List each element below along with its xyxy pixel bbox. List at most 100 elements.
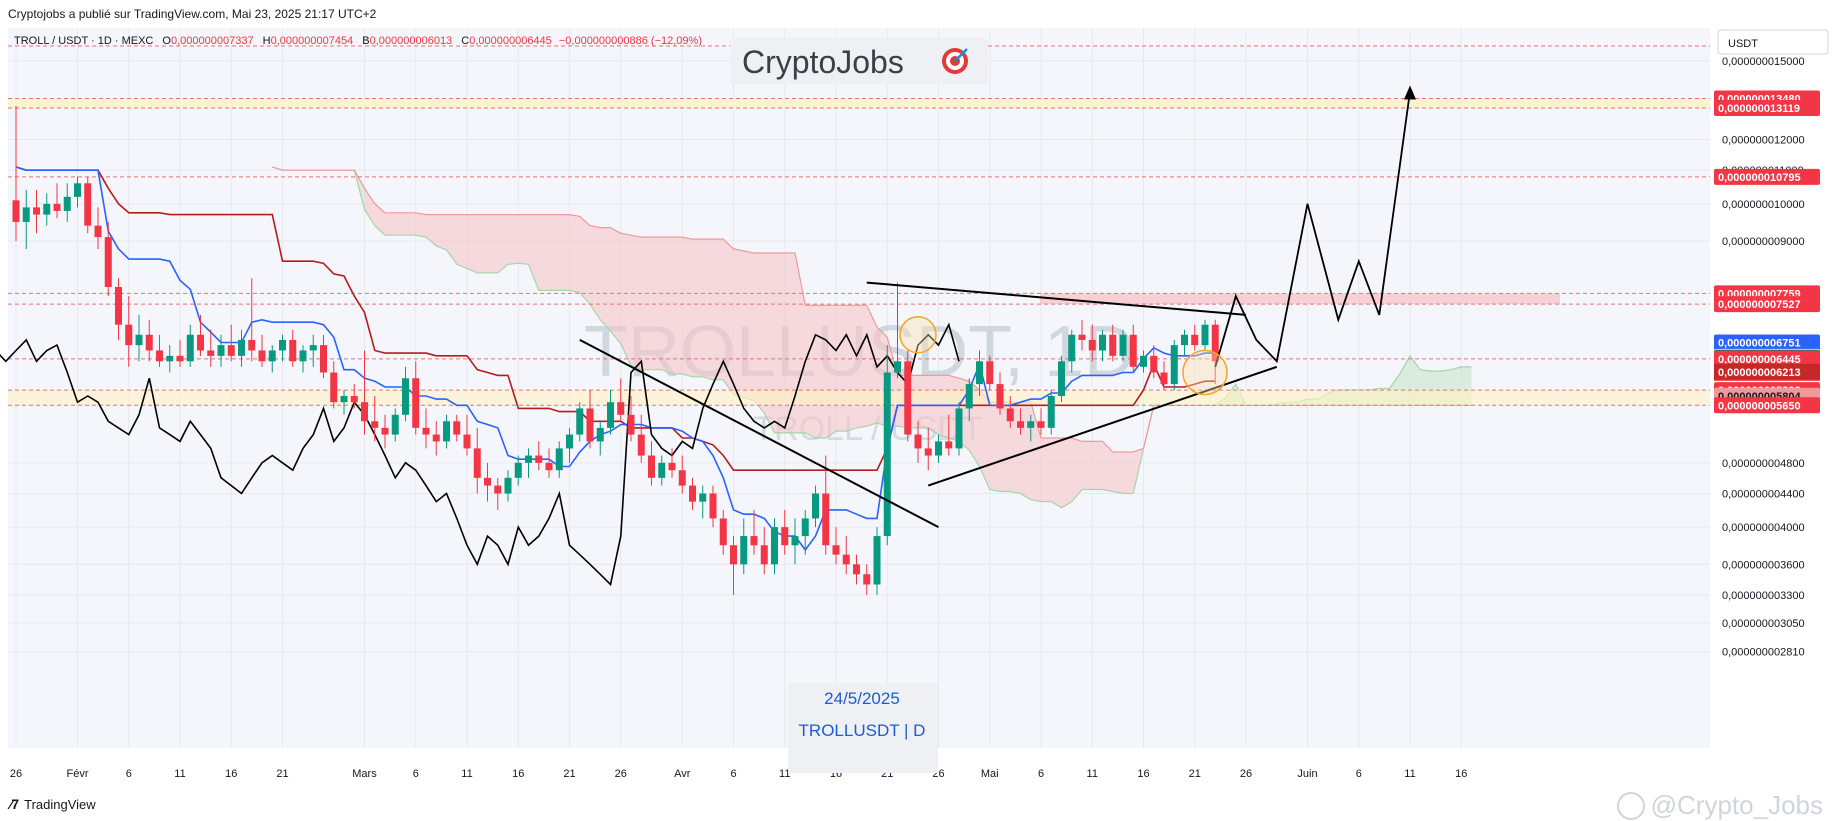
- cloud-segment: [733, 248, 744, 398]
- legend-o-label: O: [162, 35, 171, 47]
- candle-body: [350, 396, 358, 403]
- candle-body: [176, 355, 184, 362]
- candle-body: [699, 493, 707, 502]
- cloud-segment: [415, 212, 426, 238]
- candle-body: [514, 462, 522, 478]
- cloud-segment: [1051, 437, 1062, 508]
- legend-c-label: C: [461, 35, 469, 47]
- cloud-segment: [364, 188, 375, 226]
- candle-body: [1099, 334, 1106, 351]
- annotation-date: 24/5/2025: [824, 689, 900, 708]
- target-icon: [942, 48, 968, 74]
- cloud-segment: [1000, 402, 1011, 492]
- candle-body: [94, 225, 102, 238]
- candle-body: [238, 339, 245, 356]
- candles[interactable]: [12, 105, 1219, 596]
- candle-body: [1140, 355, 1147, 367]
- time-tick-label: 21: [563, 768, 575, 780]
- resistance-zone: [8, 98, 1710, 109]
- candle-body: [53, 203, 61, 211]
- candle-body: [1201, 324, 1209, 346]
- candle-body: [135, 334, 143, 346]
- candle-body: [781, 527, 789, 546]
- cloud-segment: [395, 212, 406, 236]
- candle-body: [976, 361, 983, 385]
- price-tag: [1714, 334, 1820, 351]
- candle-body: [709, 493, 717, 519]
- time-tick-label: Avr: [674, 768, 691, 780]
- candle-body: [904, 361, 912, 435]
- cloud-segment: [723, 239, 734, 395]
- candle-body: [1037, 421, 1045, 428]
- candle-body: [1088, 339, 1096, 351]
- candle-body: [84, 183, 92, 226]
- horizontal-zones: [8, 45, 1710, 406]
- resistance-zone-2: [1040, 293, 1560, 305]
- cloud-segment: [1092, 441, 1103, 490]
- candle-body: [576, 408, 584, 435]
- candle-body: [535, 455, 543, 463]
- cloud-segment: [1071, 437, 1082, 502]
- author-watermark: @Crypto_Jobs: [1616, 790, 1823, 821]
- tradingview-logo[interactable]: ⁄7 TradingView: [10, 796, 96, 812]
- price-tick-label: 0,000000004000: [1722, 522, 1805, 534]
- candle-body: [1129, 334, 1137, 367]
- price-tag-label: 0,000000013119: [1718, 103, 1800, 115]
- currency-button[interactable]: USDT: [1717, 29, 1829, 55]
- cloud-segment: [1041, 437, 1052, 502]
- legend-open: 0,000000007337: [171, 35, 254, 47]
- candle-body: [1006, 408, 1014, 422]
- candle-body: [197, 334, 204, 351]
- candle-body: [156, 350, 163, 362]
- candle-body: [1068, 334, 1076, 362]
- published-info: Cryptojobs a publié sur TradingView.com,…: [8, 7, 377, 21]
- tenkan-sen-line: [15, 166, 1216, 552]
- watermark-label: @Crypto_Jobs: [1650, 790, 1823, 820]
- candle-body: [340, 396, 348, 403]
- chart-area[interactable]: TROLLUSDT, 1D TROLL / USDT 0,00000001500…: [0, 28, 1835, 788]
- price-tick-label: 0,000000002810: [1722, 647, 1805, 659]
- candle-body: [453, 421, 461, 435]
- cloud-segment: [631, 235, 642, 370]
- highlight-circle: [899, 316, 937, 354]
- candle-body: [402, 378, 409, 415]
- time-tick-label: 6: [413, 768, 419, 780]
- price-tag: [1714, 350, 1820, 367]
- candle-body: [648, 455, 655, 478]
- cloud-segment: [641, 237, 652, 370]
- candle-body: [443, 421, 450, 442]
- candle-body: [1170, 345, 1178, 385]
- candle-body: [1078, 334, 1086, 340]
- watermark-icon: [1616, 791, 1645, 820]
- time-tick-label: Juin: [1297, 768, 1317, 780]
- candle-body: [473, 448, 481, 478]
- price-chart[interactable]: TROLLUSDT, 1D TROLL / USDT 0,00000001500…: [0, 28, 1835, 788]
- candle-body: [484, 477, 491, 486]
- candle-body: [873, 536, 881, 585]
- candle-body: [1027, 421, 1035, 428]
- cloud-segment: [487, 214, 498, 273]
- time-tick-label: 16: [512, 768, 524, 780]
- candle-body: [330, 372, 338, 403]
- cloud-segment: [661, 237, 672, 374]
- price-axis[interactable]: 0,0000000150000,0000000120000,0000000110…: [1710, 28, 1835, 748]
- candle-body: [914, 434, 922, 449]
- candle-body: [361, 402, 368, 422]
- candle-body: [555, 448, 563, 471]
- candle-body: [812, 493, 819, 519]
- candle-body: [935, 441, 942, 456]
- tradingview-logo-label: TradingView: [24, 796, 96, 812]
- price-tag-label: 0,000000006213: [1718, 367, 1801, 379]
- candle-body: [955, 408, 963, 449]
- candle-body: [227, 345, 235, 356]
- cloud-segment: [1082, 441, 1093, 490]
- price-tag: [1714, 296, 1820, 313]
- candle-body: [842, 554, 850, 565]
- candle-body: [279, 339, 286, 351]
- candle-body: [730, 545, 737, 565]
- time-tick-label: 6: [1038, 768, 1044, 780]
- candle-body: [166, 355, 174, 362]
- candle-body: [63, 196, 71, 211]
- candle-body: [432, 434, 440, 442]
- candle-body: [299, 350, 307, 362]
